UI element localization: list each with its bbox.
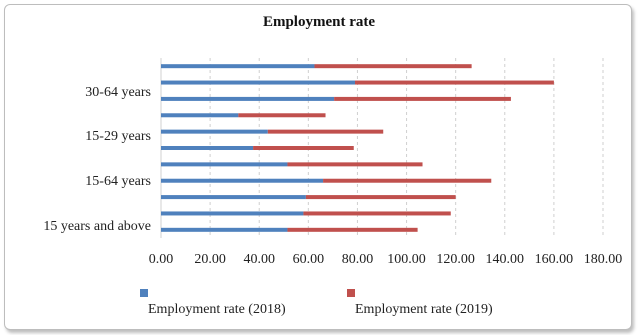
x-tick-label: 40.00 bbox=[243, 252, 275, 267]
bar-2018 bbox=[161, 80, 355, 85]
bar-2019 bbox=[287, 162, 423, 167]
legend-label-2019: Employment rate (2019) bbox=[355, 302, 493, 317]
bar-2019 bbox=[305, 195, 456, 200]
bar-2019 bbox=[287, 227, 418, 232]
x-tick-label: 140.00 bbox=[486, 252, 525, 267]
x-tick-label: 120.00 bbox=[436, 252, 475, 267]
bar-2018 bbox=[161, 178, 324, 183]
bar-2018 bbox=[161, 146, 254, 150]
label-layer: 0.00 20.00 40.00 60.00 80.00 100.00 120.00 140.… bbox=[43, 85, 622, 267]
x-tick-label: 60.00 bbox=[293, 252, 325, 267]
legend-label-2018: Employment rate (2018) bbox=[148, 302, 286, 317]
y-category-label: 15 years and above bbox=[43, 219, 151, 234]
bar-2018 bbox=[161, 113, 239, 118]
bar-2018 bbox=[161, 96, 335, 101]
bar-2018 bbox=[161, 162, 288, 167]
x-tick-label: 0.00 bbox=[149, 252, 174, 267]
chart-title: Employment rate bbox=[262, 14, 376, 30]
bar-2019 bbox=[323, 178, 492, 183]
bar-2018 bbox=[161, 129, 268, 134]
bar-2018 bbox=[161, 64, 315, 69]
y-category-label: 15-29 years bbox=[85, 129, 151, 144]
legend-swatch-2019 bbox=[347, 289, 355, 297]
bar-2018 bbox=[161, 195, 306, 200]
legend-swatch-2018 bbox=[140, 289, 148, 297]
bar-2018 bbox=[161, 211, 304, 216]
y-category-label: 30-64 years bbox=[85, 85, 151, 100]
chart-frame bbox=[4, 4, 632, 330]
x-tick-label: 180.00 bbox=[584, 252, 623, 267]
bar-2019 bbox=[253, 146, 354, 150]
bar-2019 bbox=[314, 64, 472, 69]
bar-2018 bbox=[161, 227, 288, 232]
bar-layer bbox=[161, 64, 554, 232]
x-tick-label: 80.00 bbox=[342, 252, 374, 267]
x-tick-label: 100.00 bbox=[387, 252, 426, 267]
bar-2019 bbox=[238, 113, 326, 118]
bar-2019 bbox=[354, 80, 554, 85]
bar-2019 bbox=[267, 129, 384, 134]
bar-2019 bbox=[303, 211, 451, 216]
y-category-label: 15-64 years bbox=[85, 174, 151, 189]
x-tick-label: 20.00 bbox=[194, 252, 226, 267]
x-tick-label: 160.00 bbox=[535, 252, 574, 267]
bar-2019 bbox=[334, 96, 511, 101]
